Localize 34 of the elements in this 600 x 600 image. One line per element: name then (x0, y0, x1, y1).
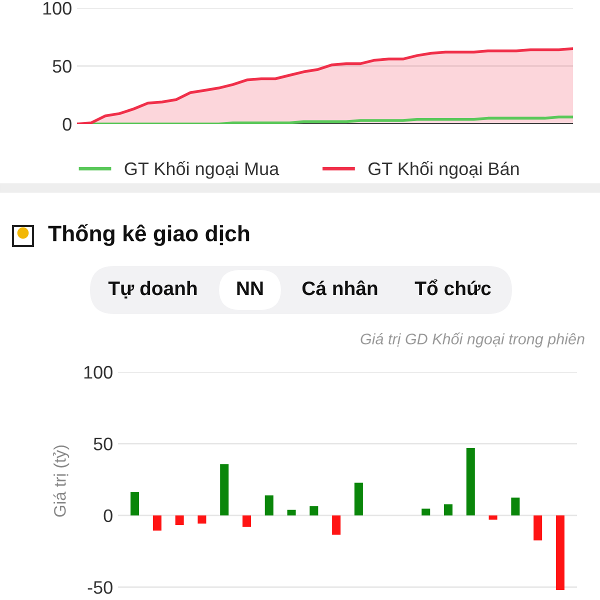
bar (242, 515, 251, 527)
bar (354, 482, 363, 516)
y-tick-label: 100 (43, 2, 72, 15)
text: Tự doanh (108, 280, 197, 299)
bar (534, 515, 542, 540)
y-axis-title: Giá trị (tỷ) (53, 445, 70, 517)
bar (264, 495, 274, 516)
bar (198, 515, 206, 524)
bar (152, 515, 162, 531)
bar (332, 515, 341, 535)
bar (556, 515, 564, 590)
bar (466, 448, 475, 516)
text: NN (237, 282, 263, 296)
bar (130, 492, 140, 516)
bar (422, 508, 430, 516)
y-tick-label: 0 (62, 118, 72, 131)
bar (175, 515, 184, 526)
y-tick-label: 50 (94, 438, 112, 450)
text: Tổ chức (414, 279, 491, 296)
y-tick-label: 100 (84, 366, 112, 379)
bar (310, 506, 318, 516)
y-tick-label: 50 (52, 60, 72, 73)
text: Cá nhân (302, 280, 378, 296)
y-tick-label: 0 (104, 509, 112, 522)
bar (488, 515, 498, 520)
legend-label: GT Khối ngoại Mua (124, 161, 280, 179)
chart-title: Thống kê giao dịch (48, 224, 250, 246)
bar (511, 498, 520, 516)
chart-subtitle: Giá trị GD Khối ngoại trong phiên (360, 332, 584, 348)
bar (444, 504, 453, 516)
legend-label: GT Khối ngoại Bán (368, 161, 519, 179)
bar (220, 464, 229, 516)
bar (287, 510, 296, 516)
y-tick-label: -50 (88, 581, 112, 594)
